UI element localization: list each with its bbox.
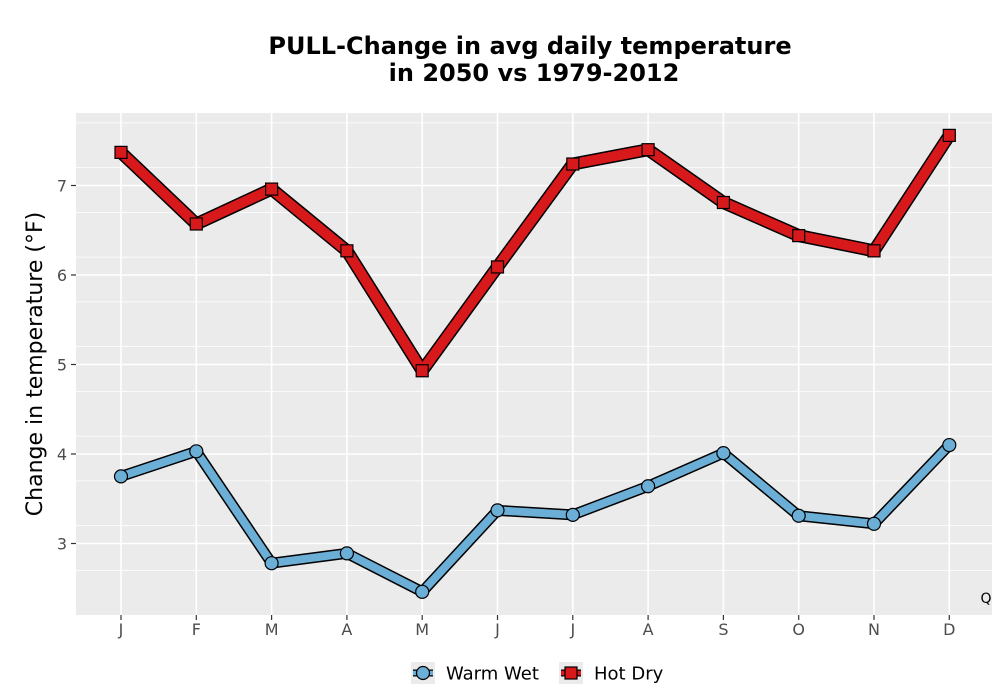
x-tick-label: J (494, 620, 500, 639)
data-point (867, 244, 881, 258)
corner-label: Q (980, 591, 991, 607)
legend-key-marker (415, 665, 431, 681)
legend-label: Hot Dry (594, 664, 664, 685)
series-line (116, 130, 955, 376)
data-point (339, 546, 354, 561)
x-tick-label: J (118, 620, 124, 639)
data-point (792, 229, 806, 243)
data-point (791, 508, 806, 523)
chart-subtitle: in 2050 vs 1979-2012 (389, 59, 680, 87)
legend-item: Warm Wet (411, 662, 539, 685)
x-tick-label: S (718, 620, 728, 639)
y-axis-label: Change in temperature (°F) (23, 212, 48, 516)
data-point (866, 516, 882, 531)
data-point (942, 437, 957, 453)
data-point (189, 217, 203, 231)
data-point (415, 364, 429, 378)
data-point (641, 143, 655, 157)
data-point (640, 479, 656, 494)
chart-title: PULL-Change in avg daily temperature (268, 32, 791, 60)
x-tick-label: A (341, 620, 352, 639)
series-hot-dry (114, 128, 956, 378)
y-tick-label: 5 (57, 356, 67, 375)
data-point (189, 444, 204, 459)
data-point (265, 182, 279, 196)
data-point (490, 260, 505, 274)
legend-item: Hot Dry (559, 662, 664, 685)
data-point (942, 128, 956, 142)
series-line (117, 441, 954, 596)
data-point (113, 469, 129, 484)
data-point (264, 556, 279, 571)
legend-key-marker (564, 666, 578, 680)
data-point (490, 503, 505, 518)
x-tick-label: A (643, 620, 654, 639)
x-tick-label: O (792, 620, 805, 639)
data-point (114, 145, 128, 159)
y-tick-label: 7 (57, 177, 67, 196)
x-tick-label: M (415, 620, 429, 639)
data-point (716, 446, 731, 461)
data-point (565, 507, 580, 522)
y-tick-label: 6 (57, 266, 67, 285)
x-tick-label: M (265, 620, 279, 639)
axis-layer: 3 4 5 6 7 J F M A M J J A S O N D (57, 177, 956, 640)
data-point (566, 157, 580, 171)
data-point (415, 584, 430, 599)
y-tick-label: 3 (57, 535, 67, 554)
x-tick-label: D (943, 620, 955, 639)
data-point (716, 195, 731, 210)
series-warm-wet (113, 437, 957, 599)
data-point (340, 244, 354, 258)
x-tick-label: N (868, 620, 880, 639)
x-tick-label: F (192, 620, 201, 639)
legend: Warm Wet Hot Dry (411, 662, 664, 685)
series-layer (113, 128, 957, 599)
y-tick-label: 4 (57, 445, 67, 464)
x-tick-label: J (569, 620, 575, 639)
legend-label: Warm Wet (446, 664, 539, 685)
